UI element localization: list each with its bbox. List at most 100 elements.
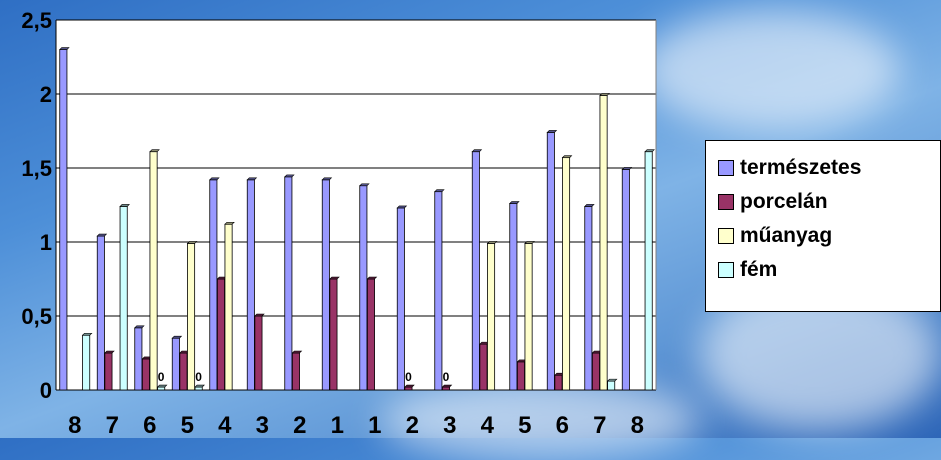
bar-top-3d <box>329 276 340 280</box>
legend-item-termeszetes: természetes <box>718 151 940 185</box>
bar-top-3d <box>621 167 633 170</box>
x-tick-label: 3 <box>443 412 456 438</box>
bar-top-3d <box>396 205 408 209</box>
bar <box>546 132 555 391</box>
bar <box>254 315 263 391</box>
bar-top-3d <box>471 149 483 153</box>
bar-top-3d <box>404 384 415 388</box>
x-tick-label: 4 <box>218 412 232 438</box>
y-tick-label: 1,5 <box>21 156 52 181</box>
bar <box>321 179 330 391</box>
bar <box>104 352 113 391</box>
bar <box>644 151 653 391</box>
y-tick-label: 2 <box>40 82 52 107</box>
bar <box>479 343 488 391</box>
bar-top-3d <box>644 149 655 153</box>
legend-label: porcelán <box>740 190 828 213</box>
bar-top-3d <box>434 189 445 192</box>
bar-top-3d <box>194 384 205 388</box>
bar <box>554 374 563 391</box>
bar <box>359 185 368 391</box>
bar <box>157 386 166 391</box>
legend-swatch <box>718 160 734 176</box>
data-label: 0 <box>405 370 412 384</box>
chart-legend: természetes porcelán műanyag fém <box>705 140 941 312</box>
bar <box>179 352 188 391</box>
bar <box>82 334 91 391</box>
bar-top-3d <box>606 378 618 382</box>
bar-top-3d <box>599 93 610 96</box>
bar <box>509 203 518 391</box>
bar <box>471 151 480 391</box>
x-tick-label: 1 <box>331 412 344 438</box>
x-tick-label: 7 <box>106 412 119 438</box>
bar <box>516 361 525 391</box>
legend-label: fém <box>740 258 778 281</box>
bar-top-3d <box>224 221 235 225</box>
bar <box>562 157 571 391</box>
bar <box>329 278 338 391</box>
legend-item-fem: fém <box>718 253 940 287</box>
x-tick-label: 7 <box>593 412 606 438</box>
bar-top-3d <box>59 47 70 50</box>
x-tick-label: 2 <box>406 412 419 438</box>
x-tick-label: 6 <box>143 412 156 438</box>
bar-top-3d <box>291 350 303 354</box>
bar-top-3d <box>509 201 520 204</box>
bar <box>149 151 158 391</box>
bar <box>584 206 593 391</box>
bar-top-3d <box>546 130 558 133</box>
bar <box>194 386 203 391</box>
bar-top-3d <box>134 325 145 329</box>
bar-top-3d <box>366 276 378 280</box>
bar-top-3d <box>441 384 453 388</box>
x-tick-label: 5 <box>518 412 531 438</box>
legend-swatch <box>718 262 734 278</box>
y-tick-label: 1 <box>40 230 52 255</box>
bar <box>599 95 608 391</box>
bar <box>591 352 600 391</box>
bar <box>291 352 300 391</box>
data-label: 0 <box>158 370 165 384</box>
bar <box>96 235 105 391</box>
data-label: 0 <box>195 370 202 384</box>
bar-top-3d <box>81 332 93 336</box>
x-tick-label: 5 <box>181 412 194 438</box>
bar-top-3d <box>171 335 183 339</box>
bar-top-3d <box>254 313 265 317</box>
bar <box>434 191 443 391</box>
bar <box>441 386 450 391</box>
legend-item-muanyag: műanyag <box>718 219 940 253</box>
bar <box>487 243 496 391</box>
bar <box>396 207 405 391</box>
bar <box>209 179 218 391</box>
x-tick-label: 1 <box>368 412 381 438</box>
x-tick-label: 3 <box>256 412 269 438</box>
x-tick-label: 8 <box>631 412 644 438</box>
bar-top-3d <box>359 183 370 187</box>
bar <box>366 278 375 391</box>
bar <box>404 386 413 391</box>
y-tick-label: 2,5 <box>21 8 52 33</box>
bar-top-3d <box>284 174 295 178</box>
x-tick-label: 4 <box>481 412 495 438</box>
bar-top-3d <box>209 177 220 181</box>
bar <box>246 179 255 391</box>
bar <box>216 278 225 391</box>
y-tick-label: 0 <box>40 378 52 403</box>
bar <box>284 176 293 391</box>
bar <box>524 243 533 391</box>
cloud-decoration <box>640 10 900 130</box>
x-tick-label: 6 <box>556 412 569 438</box>
bar-top-3d <box>96 233 108 237</box>
bar-top-3d <box>584 204 595 207</box>
bar <box>119 206 128 391</box>
bar-top-3d <box>149 149 160 153</box>
bar <box>134 327 143 391</box>
bar <box>607 380 616 391</box>
bar-top-3d <box>104 350 115 354</box>
bar-top-3d <box>561 155 573 158</box>
bar <box>224 223 233 391</box>
legend-swatch <box>718 194 734 210</box>
data-label: 0 <box>443 370 450 384</box>
